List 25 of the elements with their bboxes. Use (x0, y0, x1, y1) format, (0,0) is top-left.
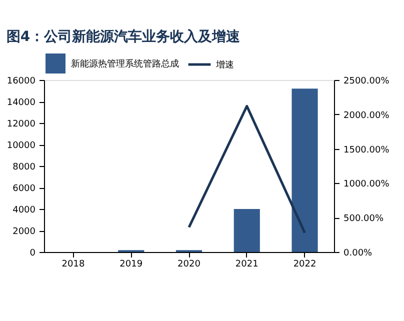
bar (234, 209, 260, 252)
y2-tick-label: 1000.00% (344, 180, 390, 190)
y2-tick-label: 0.00% (344, 248, 373, 258)
y-tick-label: 16000 (6, 76, 36, 86)
y2-tick-label: 500.00% (344, 214, 384, 224)
y2-tick-label: 2500.00% (344, 76, 390, 86)
y2-tick-label: 1500.00% (344, 145, 390, 156)
y-tick-label: 0 (30, 248, 36, 258)
chart-title: 图4：公司新能源汽车业务收入及增速 (6, 28, 242, 45)
y-tick-label: 14000 (6, 98, 36, 108)
y-tick-label: 4000 (12, 206, 36, 216)
x-tick-label: 2018 (62, 260, 85, 270)
legend-label: 新能源热管理系统管路总成 (71, 58, 179, 70)
bar (292, 88, 318, 252)
x-tick-label: 2022 (293, 260, 316, 270)
y-tick-label: 10000 (6, 141, 36, 151)
y-tick-label: 2000 (12, 227, 36, 237)
y-tick-label: 6000 (12, 184, 36, 194)
y-tick-label: 12000 (6, 120, 36, 130)
x-tick-label: 2021 (235, 260, 258, 270)
legend-label: 增速 (215, 60, 234, 70)
x-tick-label: 2020 (178, 260, 201, 270)
y2-tick-label: 2000.00% (344, 110, 390, 121)
x-tick-label: 2019 (120, 260, 143, 270)
y-tick-label: 8000 (12, 162, 36, 172)
